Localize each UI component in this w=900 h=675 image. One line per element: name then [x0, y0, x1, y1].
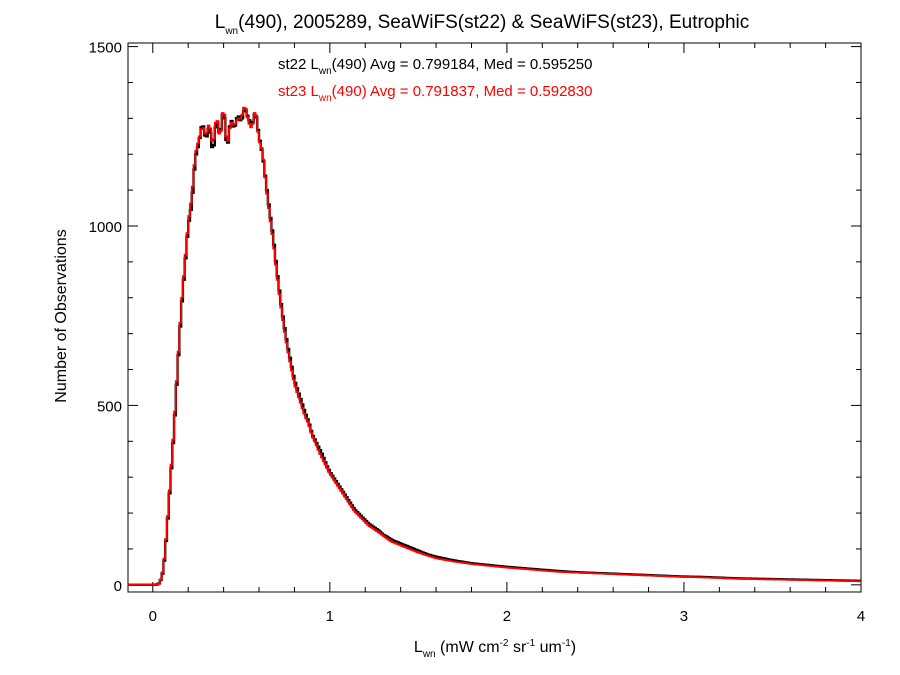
annotation-st22-post: (490) Avg = 0.799184, Med = 0.595250 [332, 56, 593, 73]
series-layer [128, 106, 861, 587]
x-tick-label: 4 [857, 608, 865, 625]
y-tick-label: 1500 [89, 40, 122, 57]
annotation-st22: st22 Lwn(490) Avg = 0.799184, Med = 0.59… [278, 56, 592, 77]
chart-title-sub: wn [224, 26, 238, 37]
x-axis-label-mid3: um [535, 639, 562, 656]
annotation-st23-pre: st23 L [278, 83, 319, 100]
y-tick-label: 500 [97, 398, 122, 415]
x-tick-labels: 0 1 2 3 4 [149, 608, 866, 625]
chart-title-pre: L [215, 12, 226, 33]
y-axis-label: Number of Observations [53, 229, 70, 402]
x-axis-label-post: ) [571, 639, 576, 656]
chart-title: Lwn(490), 2005289, SeaWiFS(st22) & SeaWi… [215, 12, 749, 37]
x-axis-label-sup2: -1 [526, 638, 535, 649]
annotation-st22-pre: st22 L [278, 56, 319, 73]
x-axis-label-pre: L [414, 639, 423, 656]
annotation-st23: st23 Lwn(490) Avg = 0.791837, Med = 0.59… [278, 83, 592, 104]
y-tick-labels: 0 500 1000 1500 [89, 40, 122, 595]
x-axis-label-sup3: -1 [562, 638, 571, 649]
x-tick-label: 1 [326, 608, 334, 625]
x-axis-label: Lwn (mW cm-2 sr-1 um-1) [414, 638, 576, 660]
x-axis-label-mid1: (mW cm [436, 639, 500, 656]
x-tick-label: 3 [680, 608, 688, 625]
annotation-st23-post: (490) Avg = 0.791837, Med = 0.592830 [332, 83, 593, 100]
y-tick-label: 0 [114, 578, 122, 595]
x-tick-label: 2 [503, 608, 511, 625]
series-line-st22 [128, 109, 861, 587]
axis-ticks [128, 43, 862, 592]
y-tick-label: 1000 [89, 219, 122, 236]
chart-title-post: (490), 2005289, SeaWiFS(st22) & SeaWiFS(… [238, 12, 749, 33]
plot-frame [127, 42, 862, 593]
series-line-st23 [128, 106, 861, 586]
annotation-st22-sub: wn [318, 66, 332, 77]
annotation-st23-sub: wn [318, 93, 332, 104]
x-axis-label-sup1: -2 [500, 638, 509, 649]
x-axis-label-sub: wn [422, 649, 436, 660]
x-tick-label: 0 [149, 608, 157, 625]
x-axis-label-mid2: sr [509, 639, 527, 656]
